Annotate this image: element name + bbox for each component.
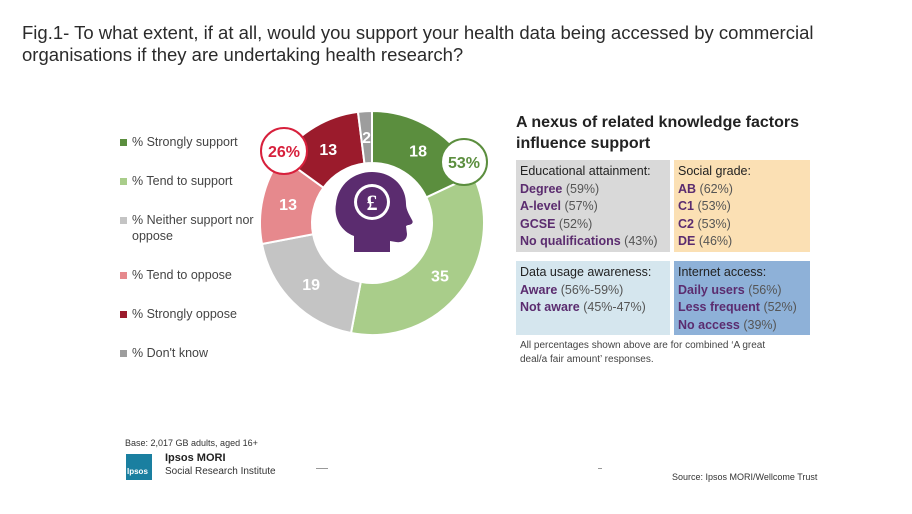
slice-value-label: 13 bbox=[319, 142, 337, 159]
callout-circle bbox=[440, 138, 488, 186]
internet-access-box: Internet access: Daily users (56%) Less fr… bbox=[674, 261, 810, 335]
donut-slice-labels: 18 35 19 13 13 2 bbox=[279, 130, 449, 294]
box-item-label: No access bbox=[678, 317, 740, 332]
legend-item-tend-oppose: % Tend to oppose bbox=[120, 267, 260, 283]
slice-value-label: 13 bbox=[279, 197, 297, 214]
data-usage-awareness-box: Data usage awareness: Aware (56%-59%) Not … bbox=[516, 261, 670, 335]
box-item-label: C1 bbox=[678, 199, 694, 213]
slice-value-label: 35 bbox=[431, 269, 449, 286]
legend-swatch bbox=[120, 217, 127, 224]
box-item-label: Daily users bbox=[678, 282, 745, 297]
box-item-label: A-level bbox=[520, 199, 561, 213]
nexus-footnote: All percentages shown above are for comb… bbox=[520, 340, 766, 365]
donut-slices bbox=[259, 110, 485, 336]
callout-label: 26% bbox=[268, 144, 300, 161]
box-item-value: (53%) bbox=[693, 216, 731, 231]
callout-badge: 53% bbox=[440, 138, 488, 186]
box-item-value: (45%-47%) bbox=[579, 300, 646, 314]
legend-label: % Tend to support bbox=[132, 174, 233, 188]
svg-text:£: £ bbox=[367, 190, 378, 215]
legend-item-strongly-support: % Strongly support bbox=[120, 134, 260, 150]
legend-label: % Tend to oppose bbox=[132, 268, 232, 282]
legend-item-neither: % Neither support nor oppose bbox=[120, 212, 260, 244]
callout-badge: 26% bbox=[260, 127, 308, 175]
legend-swatch bbox=[120, 350, 127, 357]
callout-label: 53% bbox=[448, 155, 480, 172]
legend-swatch bbox=[120, 311, 127, 318]
box-item-label: Not aware bbox=[520, 300, 580, 314]
box-item-label: No qualifications bbox=[520, 234, 621, 248]
ipsos-logo-text: Ipsos bbox=[127, 467, 148, 476]
box-heading: Educational attainment: bbox=[520, 164, 651, 178]
box-item: C1 (53%) bbox=[678, 198, 806, 216]
slice-value-label: 2 bbox=[362, 130, 371, 147]
box-item: A-level (57%) bbox=[520, 198, 666, 216]
box-heading: Internet access: bbox=[678, 265, 767, 279]
box-item-label: Degree bbox=[520, 181, 563, 196]
chart-legend: % Strongly support % Tend to support % N… bbox=[120, 134, 260, 384]
donut-slice-5 bbox=[356, 110, 373, 165]
brand-subtitle: Social Research Institute bbox=[165, 466, 276, 477]
box-item: Aware (56%-59%) bbox=[520, 282, 666, 300]
box-item-value: (57%) bbox=[561, 199, 598, 213]
slice-value-label: 19 bbox=[302, 277, 320, 294]
box-item-value: (56%) bbox=[744, 282, 782, 297]
head-with-pound-icon: £ bbox=[335, 172, 413, 252]
social-grade-box: Social grade: AB (62%) C1 (53%) C2 (53%) DE … bbox=[674, 160, 810, 252]
brand-name: Ipsos MORI bbox=[165, 452, 226, 464]
box-item-value: (59%) bbox=[562, 181, 600, 196]
source-note: Source: Ipsos MORI/Wellcome Trust bbox=[672, 472, 818, 482]
educational-attainment-box: Educational attainment: Degree (59%) A-lev… bbox=[516, 160, 670, 252]
box-item-label: DE bbox=[678, 234, 696, 248]
box-item: DE (46%) bbox=[678, 233, 806, 251]
box-item: Daily users (56%) bbox=[678, 282, 806, 300]
box-item: Less frequent (52%) bbox=[678, 299, 806, 317]
box-item-value: (46%) bbox=[695, 234, 733, 248]
box-item: Degree (59%) bbox=[520, 181, 666, 199]
box-item-label: Aware bbox=[520, 282, 558, 297]
box-item: No access (39%) bbox=[678, 317, 806, 335]
legend-label: % Neither support nor oppose bbox=[132, 213, 254, 243]
legend-swatch bbox=[120, 178, 127, 185]
legend-label: % Strongly support bbox=[132, 135, 238, 149]
legend-item-strongly-oppose: % Strongly oppose bbox=[120, 306, 260, 322]
box-heading: Social grade: bbox=[678, 164, 751, 178]
nexus-title: A nexus of related knowledge factors inf… bbox=[516, 114, 800, 152]
ipsos-logo-icon bbox=[126, 454, 152, 480]
divider bbox=[598, 468, 602, 469]
box-item-label: AB bbox=[678, 181, 697, 196]
legend-swatch bbox=[120, 139, 127, 146]
box-item: C2 (53%) bbox=[678, 216, 806, 234]
donut-slice-1 bbox=[349, 173, 485, 336]
donut-callouts: 53% 26% bbox=[260, 127, 488, 186]
box-item-label: Less frequent bbox=[678, 300, 760, 314]
box-item-label: GCSE bbox=[520, 216, 556, 231]
box-item-value: (43%) bbox=[620, 234, 658, 248]
box-item: AB (62%) bbox=[678, 181, 806, 199]
box-item-value: (39%) bbox=[739, 317, 777, 332]
box-item-label: C2 bbox=[678, 216, 694, 231]
legend-label: % Don't know bbox=[132, 346, 209, 360]
box-item-value: (52%) bbox=[759, 300, 797, 314]
box-item: Not aware (45%-47%) bbox=[520, 299, 666, 317]
slice-value-label: 18 bbox=[409, 143, 427, 160]
box-heading: Data usage awareness: bbox=[520, 265, 652, 279]
box-item-value: (52%) bbox=[555, 216, 593, 231]
divider bbox=[316, 468, 328, 469]
box-item: No qualifications (43%) bbox=[520, 233, 666, 251]
box-item-value: (53%) bbox=[693, 199, 731, 213]
legend-item-tend-support: % Tend to support bbox=[120, 173, 260, 189]
box-item: GCSE (52%) bbox=[520, 216, 666, 234]
donut-chart: 18 35 19 13 13 2 £ 53% 26% bbox=[259, 110, 488, 336]
callout-circle bbox=[260, 127, 308, 175]
box-item-value: (56%-59%) bbox=[557, 282, 624, 297]
legend-swatch bbox=[120, 272, 127, 279]
figure-title: Fig.1- To what extent, if at all, would … bbox=[22, 22, 814, 65]
box-item-value: (62%) bbox=[696, 181, 733, 196]
legend-item-dont-know: % Don't know bbox=[120, 345, 260, 361]
base-note: Base: 2,017 GB adults, aged 16+ bbox=[125, 438, 258, 448]
legend-label: % Strongly oppose bbox=[132, 307, 237, 321]
